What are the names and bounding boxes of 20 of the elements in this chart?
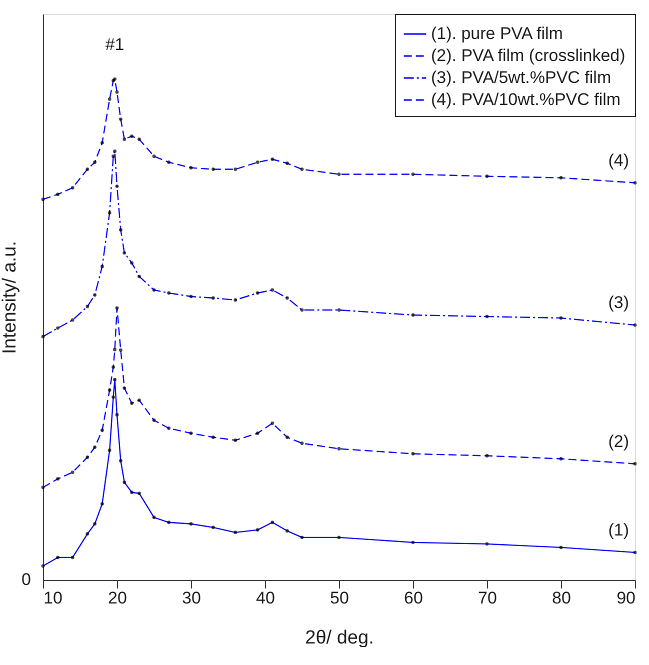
y-axis-title: Intensity/ a.u. [0,240,20,354]
legend-label: (1). pure PVA film [431,24,563,43]
x-tick-label: 10 [44,588,62,608]
text: 0 [22,570,31,589]
x-tick-label: 40 [256,588,275,608]
legend-label: (3). PVA/5wt.%PVC film [431,68,612,87]
x-tick-label: 50 [330,588,349,608]
x-tick-label: 80 [552,588,571,608]
x-tick-label: 70 [478,588,497,608]
x-tick-label: 90 [616,588,636,608]
x-tick-label: 60 [404,588,423,608]
legend-label: (2). PVA film (crosslinked) [431,46,626,65]
annotation: (2) [608,432,629,451]
annotation: (3) [608,293,629,312]
text: #1 [105,35,124,54]
annotation: (1) [608,520,629,540]
annotation: (4) [608,150,629,170]
x-tick-label: 30 [182,588,201,608]
legend-label: (4). PVA/10wt.%PVC film [431,90,621,109]
x-tick-label: 20 [108,588,127,608]
